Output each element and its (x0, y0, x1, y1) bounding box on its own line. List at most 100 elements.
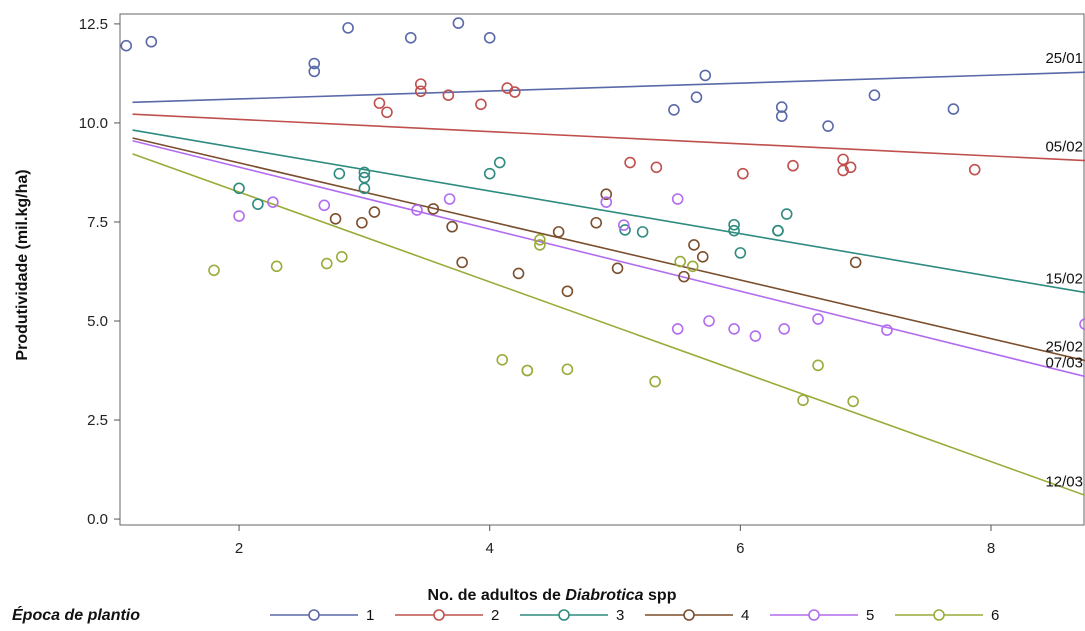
line-label-4: 25/02 (1045, 339, 1083, 356)
data-point-2 (475, 98, 487, 111)
data-point-5 (411, 204, 423, 216)
data-point-5 (267, 196, 279, 208)
data-point-1 (342, 22, 354, 34)
data-point-1 (690, 91, 703, 103)
data-point-2 (508, 86, 521, 98)
x-tick-label: 4 (486, 540, 494, 557)
data-point-4 (456, 256, 468, 269)
data-point-3 (252, 198, 264, 210)
data-point-4 (590, 216, 603, 229)
data-point-5 (1079, 318, 1085, 330)
y-tick-label: 12.5 (79, 16, 108, 33)
data-point-2 (624, 156, 636, 169)
regression-lines (132, 71, 1085, 497)
y-tick-label: 5.0 (87, 313, 108, 330)
data-point-1 (822, 120, 834, 132)
line-label-1: 25/01 (1045, 50, 1083, 67)
legend-swatch-marker-2 (433, 609, 445, 621)
data-point-5 (443, 193, 456, 205)
data-point-2 (787, 159, 799, 172)
data-point-4 (611, 262, 624, 275)
y-tick-label: 7.5 (87, 214, 108, 231)
legend-label-4: 4 (741, 607, 749, 624)
data-point-6 (649, 375, 661, 388)
legend-label-6: 6 (991, 607, 999, 624)
x-tick-label: 2 (235, 540, 243, 557)
data-point-5 (233, 210, 245, 222)
data-point-6 (674, 255, 687, 268)
y-tick-label: 2.5 (87, 412, 108, 429)
legend-swatch-marker-1 (308, 609, 320, 621)
fit-line-1 (132, 71, 1085, 104)
data-point-3 (734, 247, 747, 259)
fit-line-2 (132, 113, 1085, 162)
data-point-2 (414, 85, 427, 98)
data-point-3 (619, 224, 631, 236)
data-point-6 (208, 264, 220, 277)
data-point-6 (534, 239, 546, 251)
legend-label-1: 1 (366, 607, 374, 624)
data-point-6 (812, 359, 824, 372)
axes: 0.0 2.5 5.0 7.5 10.0 12.5 2 4 6 8 (79, 13, 1085, 557)
data-point-5 (812, 313, 824, 325)
fit-line-3 (132, 129, 1085, 294)
data-point-6 (797, 394, 809, 407)
data-point-6 (534, 233, 546, 246)
x-tick-label: 6 (736, 540, 744, 557)
data-point-6 (270, 260, 283, 273)
legend-label-3: 3 (616, 607, 624, 624)
data-point-4 (446, 220, 458, 233)
fit-line-5 (132, 139, 1085, 378)
data-point-6 (320, 257, 333, 270)
data-point-3 (358, 182, 371, 195)
data-point-1 (775, 110, 788, 122)
data-point-4 (688, 239, 700, 251)
data-point-1 (483, 31, 496, 44)
data-point-4 (696, 251, 709, 263)
data-point-5 (881, 324, 893, 336)
data-point-2 (968, 163, 981, 176)
data-point-2 (837, 153, 849, 166)
x-tick-label: 8 (987, 540, 995, 557)
x-axis-title-main: No. de adultos de (428, 587, 566, 604)
data-point-3 (728, 218, 740, 231)
data-point-2 (844, 161, 857, 174)
data-point-5 (778, 323, 791, 335)
data-point-2 (442, 89, 455, 102)
data-point-4 (600, 188, 613, 201)
data-point-4 (427, 203, 440, 215)
data-point-2 (414, 78, 427, 90)
y-tick-label: 10.0 (79, 115, 108, 132)
data-point-3 (728, 224, 740, 237)
legend-swatch-marker-3 (558, 609, 570, 621)
data-point-5 (671, 193, 684, 205)
line-label-3: 15/02 (1045, 270, 1083, 287)
data-point-1 (308, 65, 321, 78)
legend-label-5: 5 (866, 607, 874, 624)
data-point-2 (381, 106, 393, 119)
data-point-3 (483, 167, 496, 180)
data-point-4 (368, 206, 381, 218)
data-point-3 (493, 156, 506, 169)
data-point-1 (868, 89, 881, 102)
data-point-3 (780, 208, 793, 220)
data-point-1 (775, 101, 788, 113)
x-axis-title: No. de adultos de Diabrotica spp (428, 587, 677, 604)
data-point-4 (512, 267, 525, 280)
data-point-5 (703, 315, 715, 327)
data-point-1 (452, 17, 465, 29)
data-point-3 (333, 167, 346, 180)
data-point-2 (837, 164, 849, 177)
line-label-2: 05/02 (1045, 139, 1083, 156)
data-point-1 (668, 104, 680, 116)
x-axis-title-suffix: spp (644, 587, 677, 604)
legend-title: Época de plantio (12, 605, 140, 624)
data-point-2 (373, 97, 386, 109)
data-point-1 (120, 39, 133, 52)
data-point-4 (561, 285, 574, 298)
data-point-3 (233, 182, 245, 195)
line-label-6: 12/03 (1045, 473, 1083, 490)
